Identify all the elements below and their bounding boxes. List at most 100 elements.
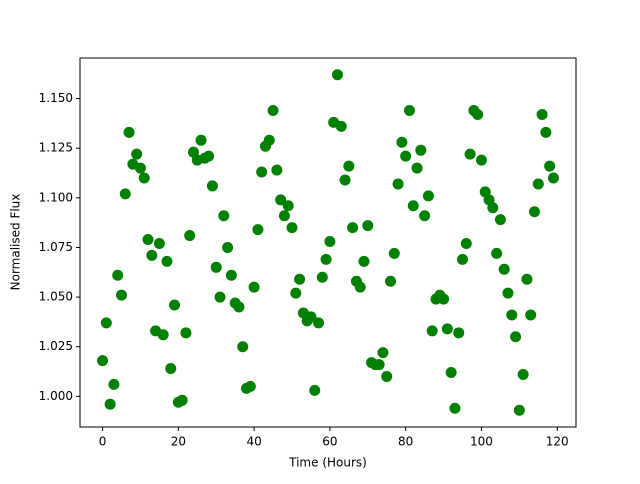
point (169, 299, 181, 311)
y-tick-label: 1.025 (39, 339, 73, 353)
x-axis-label: Time (Hours) (288, 456, 367, 470)
x-tick-label: 40 (246, 435, 261, 449)
point (225, 269, 237, 281)
y-tick-label: 1.150 (39, 91, 73, 105)
point (252, 224, 264, 236)
point (396, 136, 408, 148)
point (453, 327, 465, 339)
y-tick-label: 1.050 (39, 290, 73, 304)
y-tick-label: 1.075 (39, 240, 73, 254)
point (244, 380, 256, 392)
point (123, 126, 135, 138)
point (487, 202, 499, 214)
point (180, 327, 192, 339)
point (309, 384, 321, 396)
point (134, 162, 146, 174)
point (146, 249, 158, 261)
point (108, 378, 120, 390)
point (422, 190, 434, 202)
point (510, 331, 522, 343)
point (426, 325, 438, 337)
point (502, 287, 514, 299)
point (540, 126, 552, 138)
point (331, 69, 343, 81)
point (119, 188, 131, 200)
point (324, 236, 336, 248)
point (498, 263, 510, 275)
point (513, 404, 525, 416)
point (210, 261, 222, 273)
point (377, 347, 389, 359)
point (237, 341, 249, 353)
point (278, 210, 290, 222)
point (184, 230, 196, 242)
point (472, 108, 484, 120)
point (506, 309, 518, 321)
point (131, 148, 143, 160)
point (411, 162, 423, 174)
point (294, 273, 306, 285)
x-tick-label: 80 (398, 435, 413, 449)
x-tick-label: 20 (171, 435, 186, 449)
point (313, 317, 325, 329)
x-tick-label: 100 (470, 435, 493, 449)
point (373, 359, 385, 371)
point (176, 394, 188, 406)
point (525, 309, 537, 321)
point (233, 301, 245, 313)
point (112, 269, 124, 281)
point (358, 255, 370, 267)
point (218, 210, 230, 222)
point (354, 281, 366, 293)
point (153, 237, 165, 249)
point (282, 200, 294, 212)
y-axis-label: Normalised Flux (9, 194, 23, 291)
point (381, 370, 393, 382)
point (529, 206, 541, 218)
point (403, 105, 415, 117)
y-tick-label: 1.000 (39, 389, 73, 403)
point (494, 214, 506, 226)
point (343, 160, 355, 172)
point (362, 220, 374, 232)
point (214, 291, 226, 303)
y-tick-label: 1.100 (39, 190, 73, 204)
point (521, 273, 533, 285)
point (392, 178, 404, 190)
point (267, 105, 279, 117)
point (445, 367, 457, 379)
point (475, 154, 487, 166)
point (263, 134, 275, 146)
point (347, 222, 359, 234)
point (449, 402, 461, 414)
point (547, 172, 559, 184)
point (100, 317, 112, 329)
point (517, 368, 529, 380)
point (388, 247, 400, 259)
point (195, 134, 207, 146)
x-tick-label: 0 (99, 435, 107, 449)
point (441, 323, 453, 335)
point (138, 172, 150, 184)
point (415, 144, 427, 156)
point (438, 293, 450, 305)
point (256, 166, 268, 178)
point (532, 178, 544, 190)
point (460, 237, 472, 249)
point (222, 241, 234, 253)
point (464, 148, 476, 160)
point (97, 355, 109, 367)
point (115, 289, 127, 301)
point (203, 150, 215, 162)
point (305, 311, 317, 323)
x-tick-label: 60 (322, 435, 337, 449)
y-tick-label: 1.125 (39, 141, 73, 155)
point (165, 363, 177, 375)
point (290, 287, 302, 299)
point (316, 271, 328, 283)
point (457, 253, 469, 265)
point (142, 234, 154, 246)
point (339, 174, 351, 186)
point (161, 255, 173, 267)
plot-frame (79, 57, 577, 428)
